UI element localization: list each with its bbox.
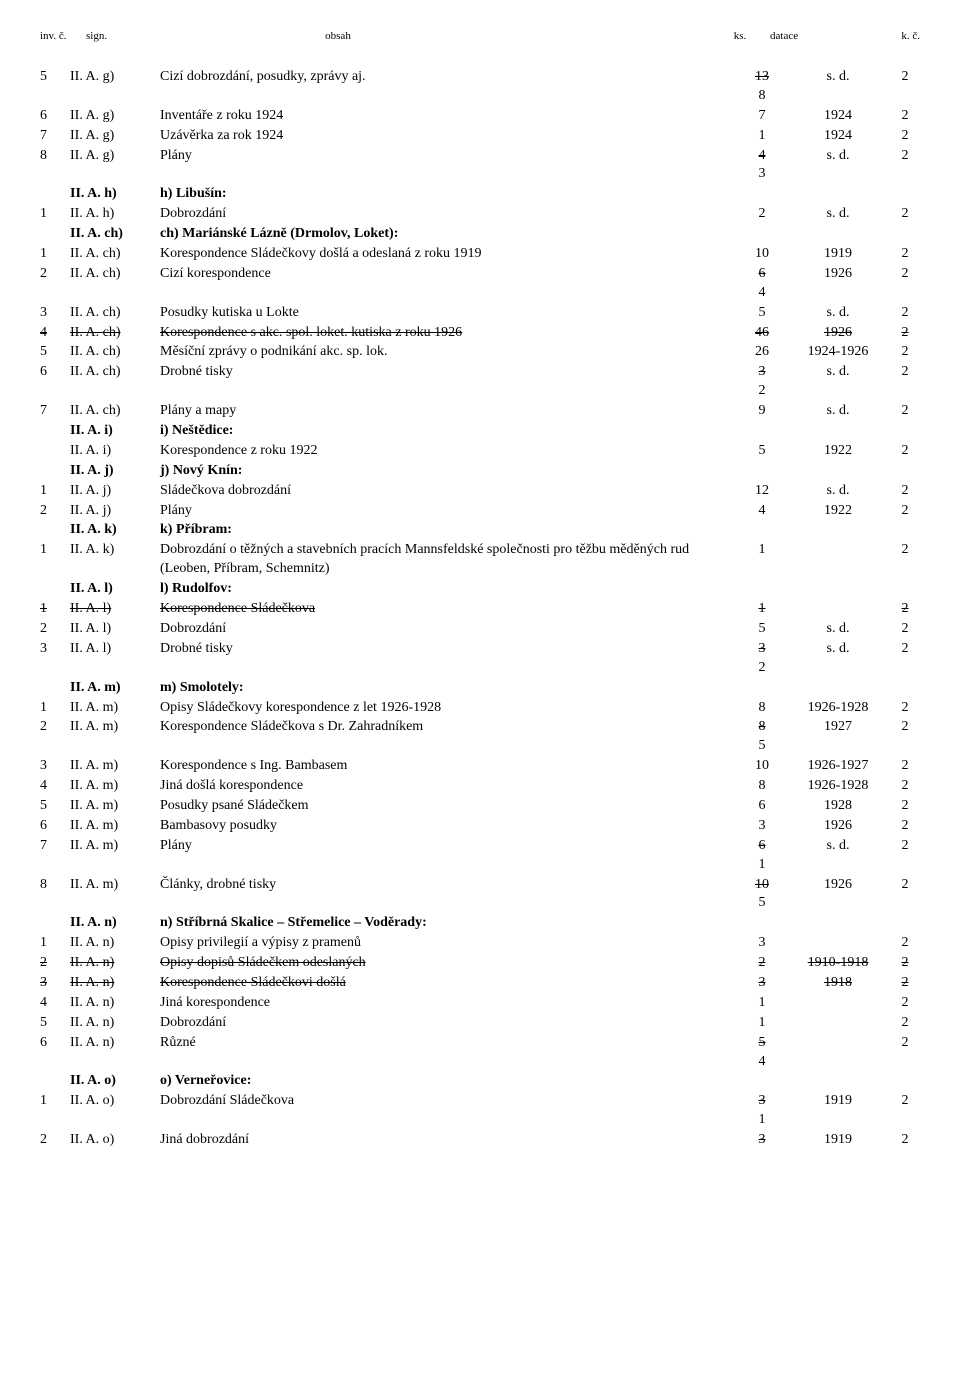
table-row-secondary: 5 bbox=[40, 737, 920, 756]
table-row: 2II. A. m)Korespondence Sládečkova s Dr.… bbox=[40, 718, 920, 737]
table-row-secondary: 2 bbox=[40, 659, 920, 678]
table-row: 6II. A. n)Různé52 bbox=[40, 1034, 920, 1053]
table-row: 1II. A. j)Sládečkova dobrozdání12s. d.2 bbox=[40, 482, 920, 501]
table-row: 1II. A. k)Dobrozdání o těžných a stavebn… bbox=[40, 541, 920, 579]
table-row: 3II. A. m)Korespondence s Ing. Bambasem1… bbox=[40, 757, 920, 776]
table-row: 5II. A. m)Posudky psané Sládečkem619282 bbox=[40, 797, 920, 816]
table-row: 7II. A. m)Plány6s. d.2 bbox=[40, 837, 920, 856]
table-row: II. A. n)n) Stříbrná Skalice – Střemelic… bbox=[40, 914, 920, 933]
table-row: 8II. A. m)Články, drobné tisky1019262 bbox=[40, 876, 920, 895]
table-row: II. A. ch)ch) Mariánské Lázně (Drmolov, … bbox=[40, 225, 920, 244]
table-row: 4II. A. n)Jiná korespondence12 bbox=[40, 994, 920, 1013]
table-row: II. A. j)j) Nový Knín: bbox=[40, 462, 920, 481]
table-row: II. A. l)l) Rudolfov: bbox=[40, 580, 920, 599]
table-row: 1II. A. h)Dobrozdání2s. d.2 bbox=[40, 205, 920, 224]
table-row: 7II. A. g)Uzávěrka za rok 1924119242 bbox=[40, 127, 920, 146]
table-row: 3II. A. l)Drobné tisky3s. d.2 bbox=[40, 640, 920, 659]
table-row: 3II. A. ch)Posudky kutiska u Lokte5s. d.… bbox=[40, 304, 920, 323]
table-row: 2II. A. o)Jiná dobrozdání319192 bbox=[40, 1131, 920, 1150]
table-row: 5II. A. g)Cizí dobrozdání, posudky, zprá… bbox=[40, 68, 920, 87]
table-row: 1II. A. m)Opisy Sládečkovy korespondence… bbox=[40, 699, 920, 718]
table-row: 4II. A. ch)Korespondence s akc. spol. lo… bbox=[40, 324, 920, 343]
hdr-ks: ks. bbox=[710, 30, 770, 42]
table-row: 1II. A. n)Opisy privilegií a výpisy z pr… bbox=[40, 934, 920, 953]
table-row: 2II. A. j)Plány419222 bbox=[40, 502, 920, 521]
table-row: II. A. m)m) Smolotely: bbox=[40, 679, 920, 698]
content-rows: 5II. A. g)Cizí dobrozdání, posudky, zprá… bbox=[40, 68, 920, 1150]
table-row-secondary: 1 bbox=[40, 856, 920, 875]
table-row-secondary: 1 bbox=[40, 1111, 920, 1130]
table-row: 5II. A. ch)Měsíční zprávy o podnikání ak… bbox=[40, 343, 920, 362]
hdr-kc: k. č. bbox=[880, 30, 920, 42]
header-row: inv. č. sign. obsah ks. datace k. č. bbox=[40, 30, 920, 42]
table-row: II. A. o)o) Verneřovice: bbox=[40, 1072, 920, 1091]
table-row-secondary: 4 bbox=[40, 284, 920, 303]
table-row: 7II. A. ch)Plány a mapy9s. d.2 bbox=[40, 402, 920, 421]
table-row: 1II. A. o)Dobrozdání Sládečkova319192 bbox=[40, 1092, 920, 1111]
table-row: 2II. A. ch)Cizí korespondence619262 bbox=[40, 265, 920, 284]
table-row: 1II. A. ch)Korespondence Sládečkovy došl… bbox=[40, 245, 920, 264]
table-row: 2II. A. n)Opisy dopisů Sládečkem odeslan… bbox=[40, 954, 920, 973]
table-row: 8II. A. g)Plány4s. d.2 bbox=[40, 147, 920, 166]
table-row: 6II. A. ch)Drobné tisky3s. d.2 bbox=[40, 363, 920, 382]
table-row-secondary: 8 bbox=[40, 87, 920, 106]
table-row: 6II. A. g)Inventáře z roku 1924719242 bbox=[40, 107, 920, 126]
hdr-dat: datace bbox=[770, 30, 880, 42]
table-row: II. A. i)Korespondence z roku 1922519222 bbox=[40, 442, 920, 461]
table-row: II. A. k)k) Příbram: bbox=[40, 521, 920, 540]
table-row: 4II. A. m)Jiná došlá korespondence81926-… bbox=[40, 777, 920, 796]
table-row: 6II. A. m)Bambasovy posudky319262 bbox=[40, 817, 920, 836]
table-row-secondary: 4 bbox=[40, 1053, 920, 1072]
table-row: 1II. A. l)Korespondence Sládečkova12 bbox=[40, 600, 920, 619]
table-row-secondary: 5 bbox=[40, 894, 920, 913]
hdr-inv: inv. č. bbox=[40, 30, 86, 42]
table-row: II. A. i)i) Neštědice: bbox=[40, 422, 920, 441]
table-row: 2II. A. l)Dobrozdání5s. d.2 bbox=[40, 620, 920, 639]
table-row: II. A. h)h) Libušín: bbox=[40, 185, 920, 204]
hdr-obsah: obsah bbox=[206, 30, 710, 42]
table-row-secondary: 3 bbox=[40, 165, 920, 184]
table-row: 5II. A. n)Dobrozdání12 bbox=[40, 1014, 920, 1033]
table-row-secondary: 2 bbox=[40, 382, 920, 401]
hdr-sign: sign. bbox=[86, 30, 206, 42]
table-row: 3II. A. n)Korespondence Sládečkovi došlá… bbox=[40, 974, 920, 993]
